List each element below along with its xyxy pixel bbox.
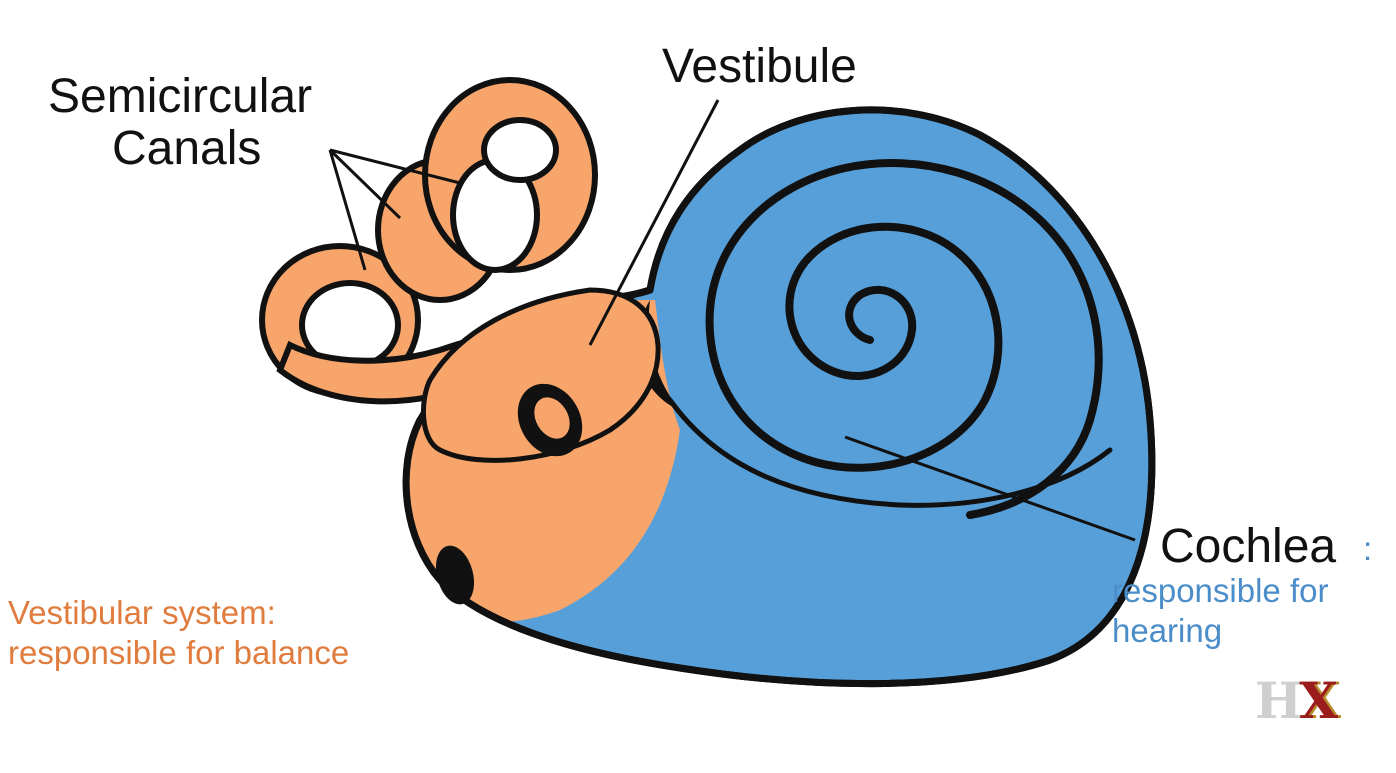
label-cochlea-desc-line1: responsible for <box>1112 572 1329 609</box>
logo-letter-h: H <box>1255 671 1302 730</box>
pointer-canal-3 <box>329 148 461 185</box>
vestibule-body <box>420 287 661 463</box>
pointer-vestibule <box>588 99 720 346</box>
cochlea-edge-ridge <box>667 397 1113 508</box>
pointer-lines <box>328 99 1136 542</box>
label-semicircular-line2: Canals <box>112 122 262 175</box>
label-cochlea: Cochlea <box>1160 520 1337 573</box>
cochlea-spiral <box>705 159 1103 519</box>
label-vestibular-line2: responsible for balance <box>8 634 350 671</box>
label-vestibule: Vestibule <box>662 40 857 93</box>
label-vestibular-line1: Vestibular system: <box>8 594 276 631</box>
logo-letter-x: X <box>1299 671 1338 730</box>
label-cochlea-colon: : <box>1363 530 1373 567</box>
pointer-canal-2 <box>328 148 402 220</box>
pointer-canal-1 <box>328 149 367 271</box>
pointer-cochlea <box>844 435 1136 542</box>
hx-logo: HX <box>1255 676 1338 726</box>
label-semicircular-line1: Semicircular <box>48 70 313 123</box>
round-window <box>435 545 475 605</box>
label-cochlea-desc-line2: hearing <box>1112 612 1223 649</box>
